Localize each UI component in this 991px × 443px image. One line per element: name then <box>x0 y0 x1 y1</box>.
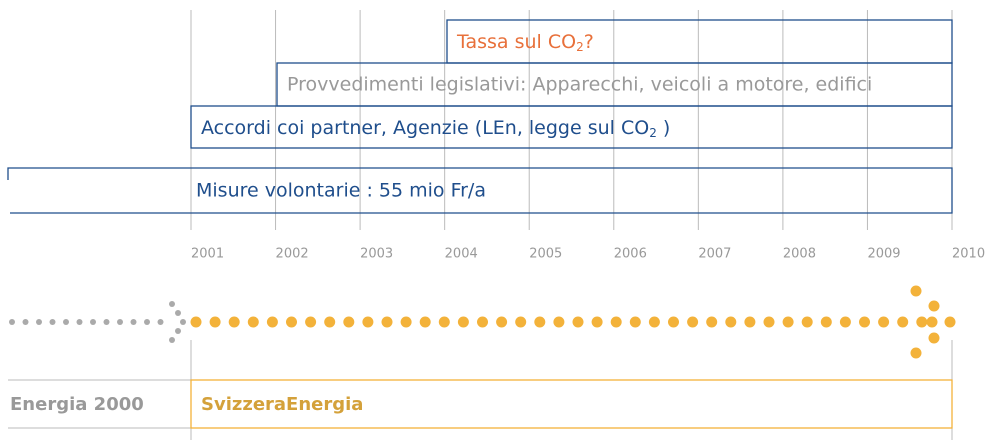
dot <box>130 319 137 325</box>
dot <box>910 285 922 297</box>
dot <box>928 300 940 312</box>
dot-row <box>9 285 956 359</box>
dot <box>648 316 660 328</box>
dot <box>801 316 813 328</box>
dot <box>610 316 622 328</box>
year-label: 2003 <box>360 247 393 262</box>
year-label: 2004 <box>445 247 478 262</box>
dot <box>103 319 110 325</box>
dot <box>305 316 317 328</box>
dot <box>629 316 641 328</box>
dot <box>553 316 565 328</box>
dot <box>859 316 870 328</box>
dot <box>839 316 851 328</box>
dot <box>687 316 699 328</box>
measure-box <box>7 167 953 214</box>
dot <box>763 316 775 328</box>
measure-label: Misure volontarie : 55 mio Fr/a <box>196 180 486 202</box>
dot <box>897 316 909 328</box>
dot <box>144 319 150 325</box>
dot <box>400 316 412 328</box>
dot <box>169 301 175 307</box>
dot <box>496 316 508 328</box>
measure-label: Accordi coi partner, Agenzie (LEn, legge… <box>201 117 670 140</box>
dot <box>457 316 469 328</box>
dot <box>286 316 297 328</box>
dot <box>76 319 83 325</box>
dot <box>9 319 15 325</box>
dot <box>22 319 29 325</box>
dot <box>820 316 832 328</box>
dot <box>49 319 56 325</box>
year-label: 2009 <box>867 247 900 262</box>
dot <box>381 316 393 328</box>
year-label: 2008 <box>783 247 816 262</box>
dot <box>534 316 546 328</box>
measure-label: Provvedimenti legislativi: Apparecchi, v… <box>287 74 872 96</box>
dot <box>247 316 259 328</box>
dot <box>928 332 940 344</box>
year-label: 2001 <box>191 247 224 262</box>
dot <box>944 316 956 328</box>
dot <box>438 316 450 328</box>
dot <box>744 316 756 328</box>
year-label: 2005 <box>529 247 562 262</box>
year-label: 2007 <box>698 247 731 262</box>
dot <box>117 319 123 325</box>
dot <box>266 316 278 328</box>
year-label: 2006 <box>614 247 647 262</box>
measure-box <box>190 105 953 149</box>
dot <box>157 319 164 325</box>
dot <box>324 316 336 328</box>
program-label: Energia 2000 <box>10 394 144 415</box>
dot <box>90 319 96 325</box>
dot <box>926 316 938 328</box>
dot <box>725 316 737 328</box>
measure-label: Tassa sul CO2? <box>456 31 594 54</box>
dot <box>36 319 42 325</box>
dot <box>63 319 69 325</box>
dot <box>916 316 928 328</box>
dot <box>419 316 431 328</box>
program-label: SvizzeraEnergia <box>201 394 363 415</box>
grid: 2001 2002 2003 2004 2005 2006 2007 2008 2009 2010 <box>190 10 985 262</box>
dot <box>362 316 374 328</box>
dot <box>706 316 718 328</box>
dot <box>169 337 175 343</box>
dot <box>910 347 922 359</box>
dot <box>572 316 584 328</box>
dot <box>228 316 240 328</box>
dot <box>515 316 527 328</box>
dot <box>477 316 488 328</box>
dot <box>175 328 181 334</box>
dot <box>190 316 202 328</box>
dot <box>180 319 186 325</box>
year-label: 2002 <box>276 247 309 262</box>
program-box <box>190 379 953 429</box>
year-label: 2010 <box>952 247 985 262</box>
dot <box>668 316 679 328</box>
dot <box>591 316 603 328</box>
dot <box>782 316 794 328</box>
dot <box>878 316 890 328</box>
dot <box>175 310 181 316</box>
dot <box>343 316 355 328</box>
dot <box>209 316 221 328</box>
